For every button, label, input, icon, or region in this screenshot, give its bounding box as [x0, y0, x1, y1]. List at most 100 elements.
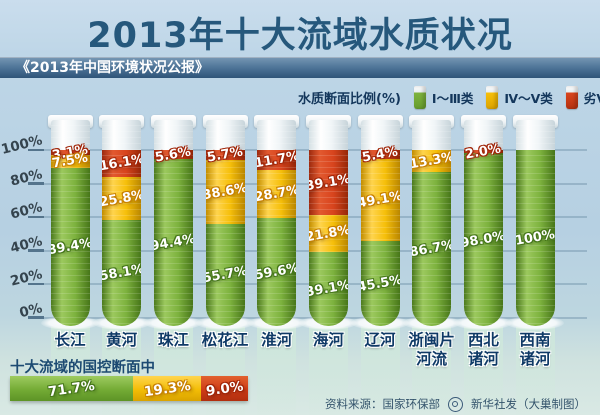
river-name: 珠江 [157, 331, 189, 349]
value-label: 39.1% [308, 171, 348, 195]
tube-segment-good: 100% [515, 150, 555, 326]
xinhua-logo-icon [448, 396, 463, 412]
value-label: 94.4% [153, 231, 193, 254]
gridline [30, 283, 587, 285]
gridline [30, 149, 587, 151]
summary-segment-poor: 9.0% [200, 376, 249, 401]
footer: 资料来源：国家环保部 新华社发（大巢制图） [325, 396, 586, 412]
tube-reflection [463, 327, 503, 415]
tube-glass: 2.0% 98.0% [463, 120, 503, 326]
river-name: 西南 诸河 [519, 331, 551, 368]
value-label: 86.7% [412, 237, 452, 261]
tube-segment-poor: 5.7% [205, 144, 245, 165]
tube-glass: 5.4% 49.1% 45.5% [360, 120, 400, 326]
summary-value-label: 71.7% [47, 377, 97, 400]
summary-segment-good: 71.7% [10, 376, 134, 401]
legend: 水质断面比例(%) Ⅰ～Ⅲ类 Ⅳ～Ⅴ类 劣Ⅴ类 [298, 83, 600, 111]
subtitle-strip: 《2013年中国环境状况公报》 [0, 57, 600, 78]
river-name: 长江 [54, 331, 86, 349]
summary-bar: 71.7% 19.3% 9.0% [10, 376, 249, 401]
tube-liquid: 13.3% 86.7% [412, 149, 452, 326]
subtitle: 《2013年中国环境状况公报》 [16, 60, 209, 76]
summary-segment-fair: 19.3% [133, 376, 201, 401]
legend-item-label: 劣Ⅴ类 [583, 90, 600, 106]
test-tube: 13.3% 86.7% [409, 115, 455, 327]
tube-glass: 39.1% 21.8% 39.1% [308, 120, 348, 326]
summary-value-label: 9.0% [204, 377, 245, 400]
value-label: 45.5% [360, 272, 400, 295]
legend-title: 水质断面比例(%) [298, 91, 401, 107]
tube-segment-good: 45.5% [360, 241, 400, 326]
summary-title: 十大流域的国控断面中 [10, 360, 155, 376]
axis-tick [28, 316, 44, 319]
gridline [30, 182, 587, 185]
river-name: 浙闽片 河流 [408, 331, 455, 368]
test-tube: 5.6% 94.4% [150, 115, 196, 327]
legend-item-label: Ⅳ～Ⅴ类 [504, 90, 553, 106]
tube-segment-poor: 11.7% [257, 148, 297, 172]
tube-glass: 16.1% 25.8% 58.1% [102, 120, 142, 326]
value-label: 39.1% [308, 277, 348, 301]
tube-segment-poor: 3.1% [50, 142, 90, 163]
test-tube: 100% [512, 115, 558, 327]
value-label: 55.7% [205, 263, 245, 287]
test-tube: 11.7% 28.7% 59.6% [254, 115, 300, 327]
value-label: 16.1% [102, 152, 142, 175]
value-label: 49.1% [360, 188, 400, 212]
tube-liquid: 5.6% 94.4% [153, 144, 193, 326]
source-text: 资料来源：国家环保部 [325, 397, 440, 411]
value-label: 21.8% [308, 222, 348, 246]
value-label: 28.7% [257, 182, 297, 205]
value-label: 100% [515, 227, 555, 249]
tube-glass: 11.7% 28.7% 59.6% [257, 120, 297, 326]
test-tube: 39.1% 21.8% 39.1% [305, 115, 351, 327]
gridline [30, 249, 587, 252]
value-label: 25.8% [102, 187, 142, 210]
tube-glass: 5.6% 94.4% [153, 120, 193, 326]
tube-glass: 5.7% 38.6% 55.7% [205, 120, 245, 326]
test-tube: 16.1% 25.8% 58.1% [99, 115, 145, 327]
tube-segment-good: 58.1% [102, 220, 142, 326]
river-name: 辽河 [364, 331, 396, 349]
tube-segment-fair: 7.5% [50, 151, 90, 172]
test-tube: 3.1% 7.5% 89.4% [47, 115, 93, 327]
tube-liquid: 39.1% 21.8% 39.1% [308, 150, 348, 326]
axis-tick [28, 282, 44, 286]
value-label: 11.7% [257, 148, 297, 172]
y-axis-label: 40% [8, 232, 44, 257]
tube-reflection [308, 327, 348, 415]
tube-segment-poor: 5.4% [360, 144, 400, 165]
value-label: 59.6% [257, 260, 297, 284]
y-axis-label: 0% [17, 299, 44, 321]
axis-tick [28, 215, 44, 219]
tube-segment-fair: 21.8% [308, 215, 348, 252]
y-axis-label: 80% [8, 165, 44, 190]
gridline [30, 216, 587, 218]
value-label: 13.3% [412, 149, 452, 173]
value-label: 98.0% [463, 228, 503, 251]
tube-glass: 3.1% 7.5% 89.4% [50, 120, 90, 326]
tube-reflection [515, 327, 555, 415]
tube-segment-good: 86.7% [412, 172, 452, 326]
tube-glass: 100% [515, 120, 555, 326]
tube-liquid: 2.0% 98.0% [463, 141, 503, 326]
tube-liquid: 5.7% 38.6% 55.7% [205, 144, 245, 326]
river-name: 淮河 [261, 331, 293, 349]
tube-segment-fair: 13.3% [412, 149, 452, 173]
tube-segment-fair: 38.6% [205, 159, 245, 225]
test-tube: 5.7% 38.6% 55.7% [202, 115, 248, 327]
page-title: 2013年十大流域水质状况 [87, 16, 513, 56]
river-name: 海河 [312, 331, 344, 349]
value-label: 38.6% [205, 180, 245, 204]
tube-segment-good: 94.4% [153, 159, 193, 326]
legend-item-fair: Ⅳ～Ⅴ类 [486, 85, 553, 109]
tube-segment-poor: 16.1% [102, 150, 142, 177]
y-axis-label: 60% [8, 199, 44, 223]
test-tube: 2.0% 98.0% [460, 115, 506, 327]
tube-reflection [412, 327, 452, 415]
tube-liquid: 11.7% 28.7% 59.6% [257, 148, 297, 326]
axis-tick [28, 148, 44, 152]
tube-liquid: 16.1% 25.8% 58.1% [102, 150, 142, 326]
tube-segment-poor: 39.1% [308, 150, 348, 216]
river-name: 西北 诸河 [467, 331, 499, 368]
